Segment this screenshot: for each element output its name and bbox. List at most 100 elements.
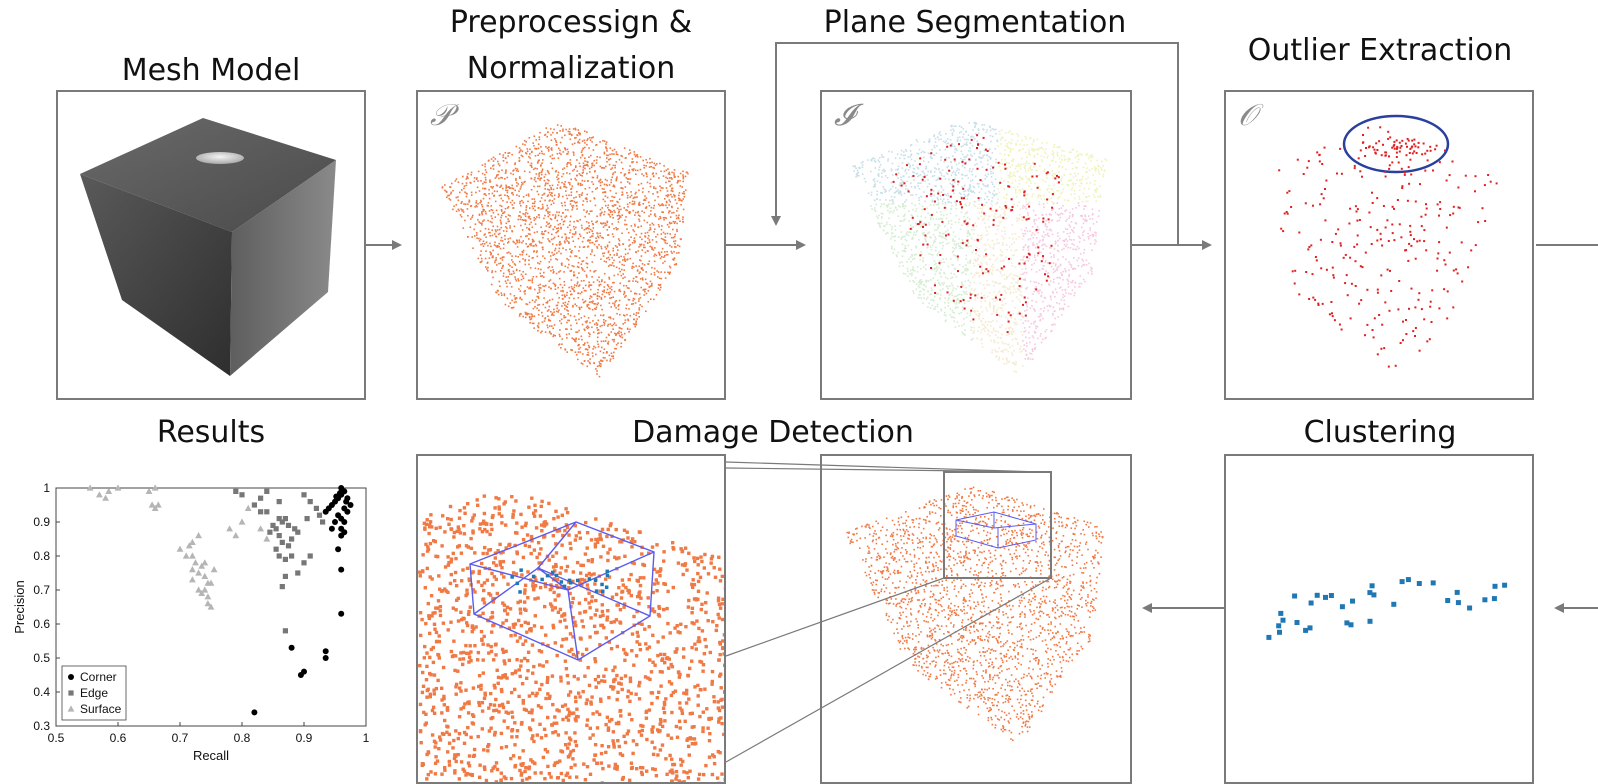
- y-tick-label: 0.3: [33, 719, 50, 733]
- legend-marker-corner: [68, 674, 74, 680]
- corner-point: [338, 611, 344, 617]
- edge-point: [280, 584, 285, 589]
- edge-point: [305, 516, 310, 521]
- y-tick-label: 1: [43, 481, 50, 495]
- damage-bump: [196, 152, 244, 164]
- y-tick-label: 0.9: [33, 515, 50, 529]
- mesh-model-title: Mesh Model: [56, 48, 366, 94]
- cluster-points: [1226, 456, 1532, 782]
- corner-point: [338, 567, 344, 573]
- edge-point: [264, 489, 269, 494]
- edge-point: [267, 530, 272, 535]
- outlier-points: [1226, 92, 1532, 398]
- preprocessing-panel: 𝒫: [416, 90, 726, 400]
- y-axis-label: Precision: [12, 580, 27, 633]
- edge-point: [258, 496, 263, 501]
- segmentation-panel: 𝓘: [820, 90, 1132, 400]
- damage-cube-panel: [820, 454, 1132, 784]
- edge-point: [308, 553, 313, 558]
- edge-point: [264, 509, 269, 514]
- legend-label-corner: Corner: [80, 670, 117, 684]
- corner-point: [341, 505, 347, 511]
- x-tick-label: 1: [363, 731, 370, 745]
- edge-point: [277, 499, 282, 504]
- edge-point: [286, 543, 291, 548]
- o-symbol: 𝒪: [1238, 98, 1257, 133]
- edge-point: [301, 560, 306, 565]
- y-tick-label: 0.7: [33, 583, 50, 597]
- x-tick-label: 0.9: [296, 731, 313, 745]
- edge-point: [258, 509, 263, 514]
- edge-point: [289, 553, 294, 558]
- edge-point: [295, 570, 300, 575]
- corner-point: [338, 485, 344, 491]
- damage-point-cloud: [822, 456, 1130, 782]
- y-tick-label: 0.6: [33, 617, 50, 631]
- edge-point: [274, 547, 279, 552]
- outlier-panel: 𝒪: [1224, 90, 1534, 400]
- x-tick-label: 0.6: [110, 731, 127, 745]
- edge-point: [317, 513, 322, 518]
- edge-point: [286, 523, 291, 528]
- damage-region-ellipse: [1344, 116, 1448, 172]
- x-axis-label: Recall: [193, 748, 229, 763]
- edge-point: [320, 519, 325, 524]
- p-symbol: 𝒫: [430, 98, 452, 133]
- edge-point: [252, 502, 257, 507]
- corner-point: [343, 499, 349, 505]
- preprocessing-title-line1: Preprocessign &: [418, 0, 724, 46]
- corner-point: [332, 519, 338, 525]
- edge-point: [274, 526, 279, 531]
- clustering-panel: [1224, 454, 1534, 784]
- edge-point: [283, 628, 288, 633]
- zoomed-damage-cloud: [418, 456, 724, 782]
- corner-point: [338, 526, 344, 532]
- chart-legend: Corner Edge Surface: [62, 666, 126, 720]
- x-tick-label: 0.8: [234, 731, 251, 745]
- edge-point: [283, 516, 288, 521]
- edge-point: [295, 530, 300, 535]
- legend-marker-edge: [68, 690, 73, 695]
- y-tick-label: 0.4: [33, 685, 50, 699]
- mesh-cube-render: [58, 92, 364, 398]
- corner-point: [341, 519, 347, 525]
- results-chart: 0.5 0.6 0.7 0.8 0.9 1 0.3 0.4 0.5 0.6 0.7 0.8 0.9 1 Re…: [10, 478, 380, 778]
- x-tick-label: 0.5: [48, 731, 65, 745]
- edge-point: [280, 540, 285, 545]
- segmented-point-cloud: [822, 92, 1130, 398]
- edge-point: [301, 492, 306, 497]
- y-tick-label: 0.8: [33, 549, 50, 563]
- results-title: Results: [56, 410, 366, 456]
- mesh-model-panel: [56, 90, 366, 400]
- corner-point: [301, 669, 307, 675]
- plane-segmentation-title: Plane Segmentation: [820, 0, 1130, 46]
- normalized-point-cloud: [418, 92, 724, 398]
- corner-point: [323, 655, 329, 661]
- legend-label-edge: Edge: [80, 686, 108, 700]
- edge-point: [289, 536, 294, 541]
- corner-point: [329, 526, 335, 532]
- edge-point: [239, 492, 244, 497]
- clustering-title: Clustering: [1226, 410, 1534, 456]
- detection-bbox-small: [956, 512, 1036, 548]
- edge-point: [277, 533, 282, 538]
- precision-recall-scatter: 0.5 0.6 0.7 0.8 0.9 1 0.3 0.4 0.5 0.6 0.7 0.8 0.9 1 Re…: [10, 478, 380, 778]
- i-symbol: 𝓘: [834, 98, 854, 133]
- edge-point: [314, 506, 319, 511]
- damage-zoom-panel: [416, 454, 726, 784]
- edge-point: [233, 489, 238, 494]
- corner-point: [323, 648, 329, 654]
- edge-point: [277, 553, 282, 558]
- edge-point: [283, 574, 288, 579]
- legend-label-surface: Surface: [80, 702, 122, 716]
- y-tick-label: 0.5: [33, 651, 50, 665]
- damage-detection-title: Damage Detection: [560, 410, 986, 456]
- edge-point: [308, 499, 313, 504]
- preprocessing-title-line2: Normalization: [418, 46, 724, 92]
- corner-point: [289, 645, 295, 651]
- edge-point: [283, 557, 288, 562]
- x-tick-label: 0.7: [172, 731, 189, 745]
- outlier-extraction-title: Outlier Extraction: [1226, 28, 1534, 74]
- corner-point: [335, 546, 341, 552]
- corner-point: [333, 494, 339, 500]
